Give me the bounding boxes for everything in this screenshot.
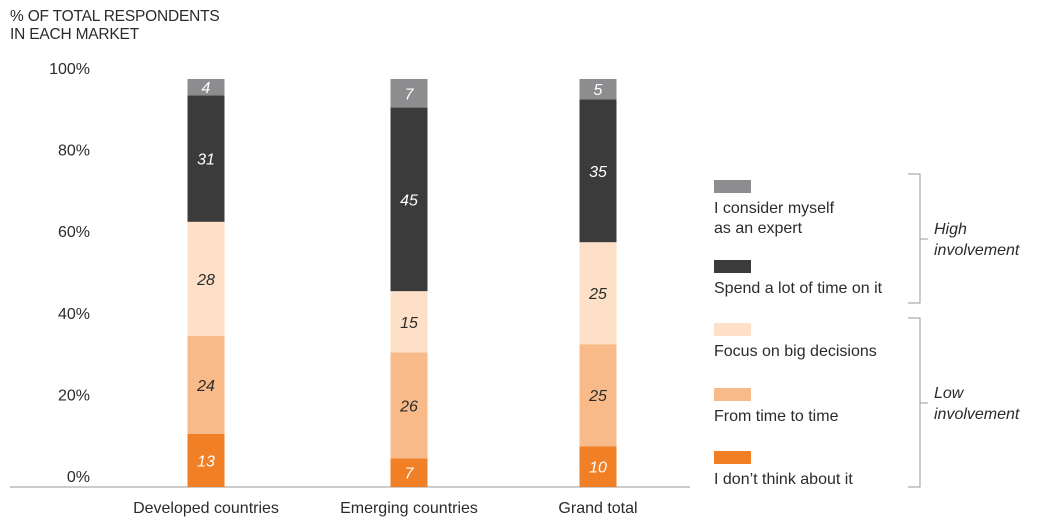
high-involvement-label: involvement (934, 242, 1020, 259)
bar-value-label: 15 (400, 315, 418, 332)
legend-label: Spend a lot of time on it (714, 280, 883, 297)
legend-label: as an expert (714, 220, 803, 237)
bar-value-label: 7 (405, 86, 415, 103)
bar-segment (187, 336, 225, 434)
legend-swatch (714, 323, 751, 336)
bar-value-label: 28 (196, 272, 215, 289)
bar-value-label: 5 (594, 82, 603, 99)
bar-value-label: 25 (588, 388, 607, 405)
y-axis-title-line-2: IN EACH MARKET (10, 26, 139, 43)
x-tick-label: Grand total (558, 500, 637, 517)
legend-swatch (714, 451, 751, 464)
bar-value-label: 31 (197, 152, 215, 169)
bar-value-label: 7 (405, 466, 415, 483)
y-axis-title-line-1: % OF TOTAL RESPONDENTS (10, 8, 220, 25)
x-tick-label: Emerging countries (340, 500, 478, 517)
bar-segment (390, 458, 428, 487)
high-involvement-bracket (908, 173, 921, 304)
legend-label: From time to time (714, 408, 839, 425)
y-tick-label: 20% (58, 387, 90, 404)
legend-label: I don’t think about it (714, 471, 853, 488)
bar-segment (187, 433, 225, 487)
y-tick-label: 40% (58, 306, 90, 323)
bar-segment (579, 99, 617, 243)
x-tick-label: Developed countries (133, 500, 279, 517)
bar-segment (579, 242, 617, 345)
bar-value-label: 26 (399, 398, 418, 415)
bar-value-label: 25 (588, 286, 607, 303)
y-tick-label: 0% (67, 469, 90, 486)
legend-swatch (714, 388, 751, 401)
bar-segment (390, 79, 428, 108)
bar-segment (579, 344, 617, 447)
y-axis-title: % OF TOTAL RESPONDENTS IN EACH MARKET (10, 8, 220, 44)
bar-value-label: 10 (589, 460, 607, 477)
y-tick-label: 100% (49, 61, 90, 78)
bar-segment (579, 79, 617, 100)
bar-value-label: 45 (400, 192, 418, 209)
low-involvement-bracket (908, 317, 921, 488)
low-involvement-label: Low (934, 385, 965, 402)
legend-label: Focus on big decisions (714, 343, 877, 360)
bar-segment (187, 79, 225, 96)
bar-segment (390, 107, 428, 292)
legend-label: I consider myself (714, 200, 835, 217)
y-tick-label: 80% (58, 143, 90, 160)
low-involvement-label: involvement (934, 406, 1020, 423)
legend-swatch (714, 260, 751, 273)
high-involvement-label: High (934, 221, 967, 238)
y-tick-label: 60% (58, 224, 90, 241)
bar-segment (390, 352, 428, 459)
legend-swatch (714, 180, 751, 193)
bar-segment (187, 95, 225, 222)
bar-value-label: 35 (589, 164, 607, 181)
bar-segment (390, 291, 428, 353)
bar-segment (187, 221, 225, 337)
bar-value-label: 13 (197, 453, 215, 470)
bar-segment (579, 446, 617, 487)
bar-value-label: 24 (196, 378, 215, 395)
bar-value-label: 4 (202, 80, 211, 97)
